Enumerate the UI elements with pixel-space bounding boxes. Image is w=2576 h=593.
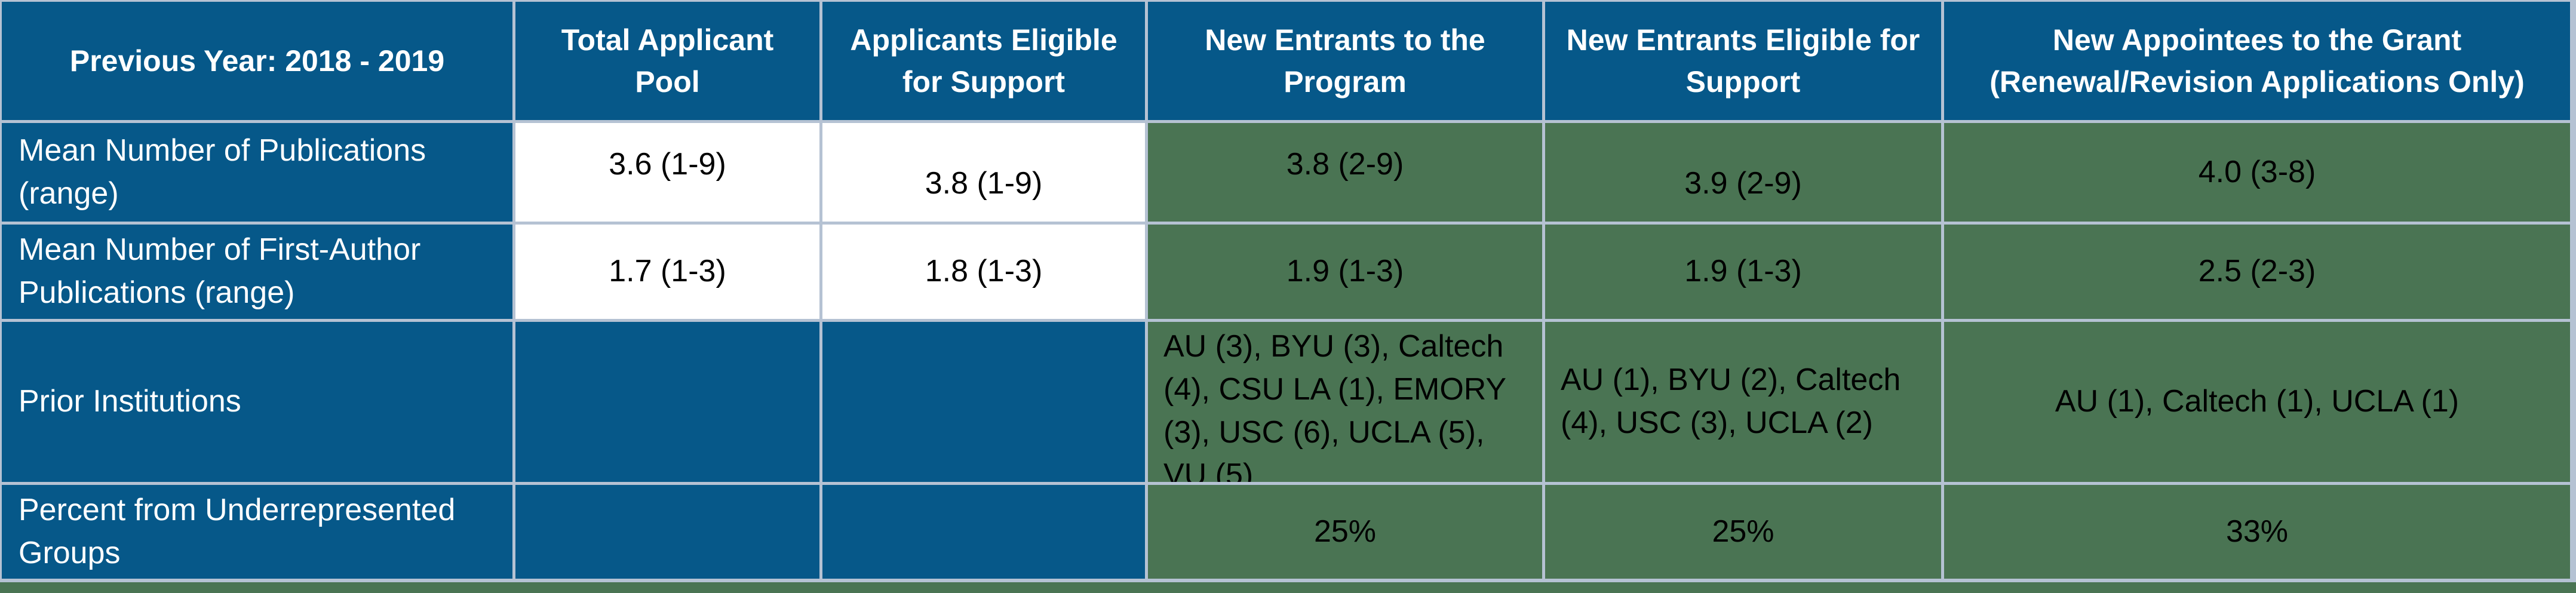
header-total-applicant-pool: Total Applicant Pool <box>515 2 819 120</box>
cell-prior-institutions-total-pool-empty <box>515 322 819 482</box>
cell-percent-underrepresented-total-pool-empty <box>515 485 819 579</box>
header-applicants-eligible-for-support: Applicants Eligible for Support <box>822 2 1145 120</box>
row-label-mean-publications: Mean Number of Publications (range) <box>2 123 512 222</box>
header-previous-year: Previous Year: 2018 - 2019 <box>2 2 512 120</box>
cell-percent-underrepresented-new-entrants: 25% <box>1148 485 1542 579</box>
cell-percent-underrepresented-new-appointees: 33% <box>1944 485 2570 579</box>
cell-first-author-applicants-eligible: 1.8 (1-3) <box>822 225 1145 319</box>
row-label-mean-first-author-publications: Mean Number of First-Author Publications… <box>2 225 512 319</box>
cell-first-author-new-entrants: 1.9 (1-3) <box>1148 225 1542 319</box>
cell-prior-institutions-applicants-eligible-empty <box>822 322 1145 482</box>
row-label-percent-underrepresented: Percent from Underrepresented Groups <box>2 485 512 579</box>
cell-mean-pubs-new-entrants-eligible: 3.9 (2-9) <box>1545 123 1941 222</box>
cell-mean-pubs-applicants-eligible: 3.8 (1-9) <box>822 123 1145 222</box>
cell-first-author-total-pool: 1.7 (1-3) <box>515 225 819 319</box>
cell-mean-pubs-total-pool: 3.6 (1-9) <box>515 123 819 222</box>
cell-mean-pubs-new-appointees: 4.0 (3-8) <box>1944 123 2570 222</box>
bottom-green-strip <box>0 582 2576 593</box>
header-new-entrants-eligible-for-support: New Entrants Eligible for Support <box>1545 2 1941 120</box>
cell-prior-institutions-new-appointees: AU (1), Caltech (1), UCLA (1) <box>1944 322 2570 482</box>
cell-prior-institutions-new-entrants-eligible: AU (1), BYU (2), Caltech (4), USC (3), U… <box>1545 322 1941 482</box>
cell-mean-pubs-new-entrants: 3.8 (2-9) <box>1148 123 1542 222</box>
cell-percent-underrepresented-applicants-eligible-empty <box>822 485 1145 579</box>
cell-first-author-new-entrants-eligible: 1.9 (1-3) <box>1545 225 1941 319</box>
cell-prior-institutions-new-entrants: AU (3), BYU (3), Caltech (4), CSU LA (1)… <box>1148 322 1542 482</box>
row-label-prior-institutions: Prior Institutions <box>2 322 512 482</box>
header-new-entrants-to-program: New Entrants to the Program <box>1148 2 1542 120</box>
header-new-appointees-to-grant: New Appointees to the Grant (Renewal/Rev… <box>1944 2 2570 120</box>
cell-percent-underrepresented-new-entrants-eligible: 25% <box>1545 485 1941 579</box>
cell-first-author-new-appointees: 2.5 (2-3) <box>1944 225 2570 319</box>
